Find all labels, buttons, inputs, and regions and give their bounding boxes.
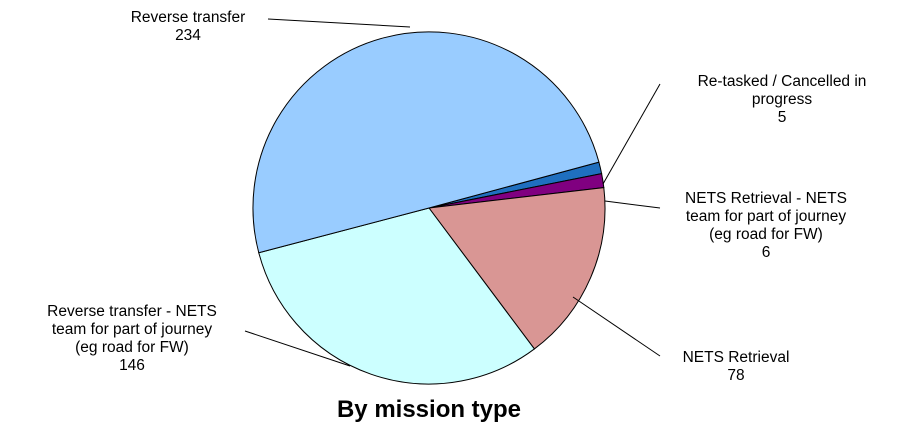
slice-label-reverse-transfer-nets-team-for-part-of-journey-eg-road-for-fw: team for part of journey	[52, 321, 212, 338]
leader-line-reverse-transfer	[267, 18, 411, 28]
pie-slice-nets-retrieval	[428, 187, 606, 350]
slice-label-re-tasked-cancelled-in-progress: Re-tasked / Cancelled in	[698, 73, 867, 90]
leader-line-nets-retrieval	[572, 296, 661, 357]
slice-label-reverse-transfer-nets-team-for-part-of-journey-eg-road-for-fw: Reverse transfer - NETS	[47, 303, 217, 320]
leader-line-reverse-transfer-nets-team-for-part-of-journey-eg-road-for-fw	[244, 330, 351, 367]
slice-label-nets-retrieval-nets-team-for-part-of-journey-eg-road-for-fw: NETS Retrieval - NETS	[685, 190, 847, 207]
slice-value-nets-retrieval-nets-team-for-part-of-journey-eg-road-for-fw: 6	[762, 244, 771, 261]
leader-line-nets-retrieval-nets-team-for-part-of-journey-eg-road-for-fw	[604, 200, 661, 209]
pie-slices	[252, 31, 606, 385]
slice-label-reverse-transfer-nets-team-for-part-of-journey-eg-road-for-fw: (eg road for FW)	[75, 339, 189, 356]
slice-value-re-tasked-cancelled-in-progress: 5	[778, 109, 787, 126]
pie-slice-reverse-transfer-nets-team-for-part-of-journey-eg-road-for-fw	[258, 207, 536, 385]
slice-label-nets-retrieval: NETS Retrieval	[683, 349, 790, 366]
slice-label-nets-retrieval-nets-team-for-part-of-journey-eg-road-for-fw: (eg road for FW)	[709, 226, 823, 243]
chart-title: By mission type	[337, 396, 521, 423]
slice-value-reverse-transfer-nets-team-for-part-of-journey-eg-road-for-fw: 146	[119, 357, 145, 374]
slice-label-reverse-transfer: Reverse transfer	[131, 9, 246, 26]
slice-value-reverse-transfer: 234	[175, 27, 201, 44]
pie-slice-reverse-transfer	[252, 31, 600, 254]
leader-line-re-tasked-cancelled-in-progress	[602, 83, 661, 185]
slice-value-nets-retrieval: 78	[727, 367, 744, 384]
leader-lines	[244, 18, 661, 367]
slice-label-re-tasked-cancelled-in-progress: progress	[752, 91, 813, 108]
slice-label-nets-retrieval-nets-team-for-part-of-journey-eg-road-for-fw: team for part of journey	[686, 208, 846, 225]
